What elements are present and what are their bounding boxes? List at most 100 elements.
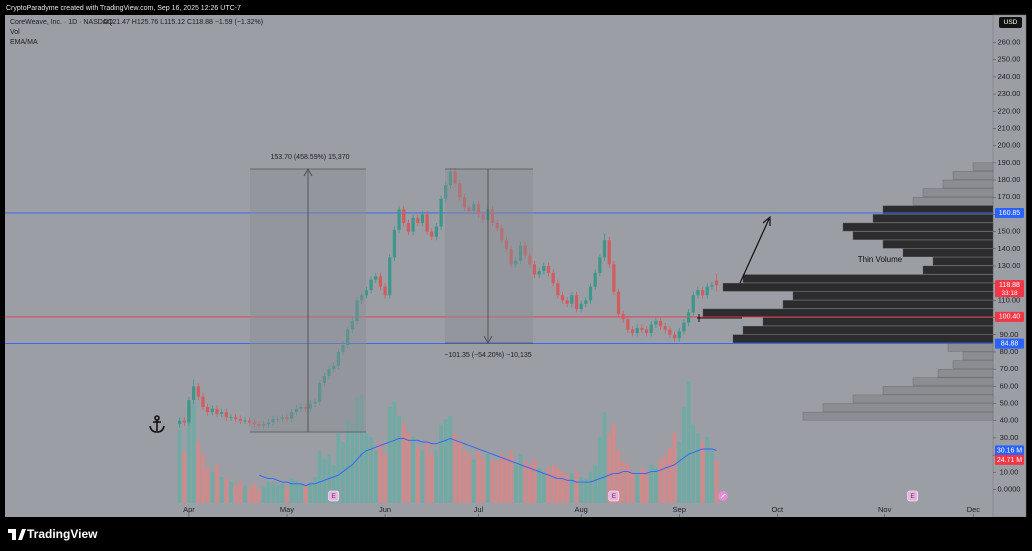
volume-bar: [597, 436, 602, 503]
x-tick-label: Dec: [967, 505, 981, 514]
footer: [0, 517, 1032, 551]
y-tick-label: 220.00: [998, 106, 1021, 115]
volume-badge: 30.16 M: [997, 447, 1022, 454]
level-badge-box: [995, 338, 1024, 349]
level-badge-box: [995, 311, 1024, 322]
candle-body: [416, 217, 420, 224]
volume-bar: [238, 482, 243, 503]
level-badge-box: [995, 207, 1024, 218]
volume-bar: [467, 454, 472, 503]
brand[interactable]: TradingView: [27, 527, 98, 541]
volume-bar: [457, 442, 462, 503]
candle-body: [346, 329, 350, 346]
candle-body: [518, 245, 523, 261]
x-tick-label: May: [280, 505, 294, 514]
x-tick-label: Jul: [474, 505, 484, 514]
volume-bar: [201, 454, 205, 503]
event-marker[interactable]: [907, 490, 918, 502]
volume-profile-bar: [947, 343, 994, 352]
volume-profile-bar: [932, 257, 994, 266]
candle-body: [332, 365, 336, 370]
volume-bar: [369, 436, 373, 503]
candle-body: [500, 228, 504, 241]
candle-body: [495, 223, 499, 229]
candle-body: [537, 271, 541, 275]
candle-body: [243, 420, 247, 422]
candle-body: [392, 229, 397, 258]
x-tick-label: Nov: [878, 505, 892, 514]
candle-body: [458, 183, 462, 198]
volume-bar: [574, 471, 579, 503]
event-marker[interactable]: [328, 490, 340, 502]
volume-bar: [490, 459, 495, 503]
currency-box[interactable]: [999, 17, 1022, 28]
y-tick-label: 60.00: [1000, 381, 1019, 390]
volume-bar: [383, 454, 387, 503]
volume-bar: [401, 424, 406, 503]
x-tick-label: Aug: [574, 505, 587, 514]
candle-body: [593, 272, 597, 287]
volume-bar: [495, 461, 500, 503]
indicator-label[interactable]: Vol: [10, 29, 20, 36]
volume-bar: [266, 482, 271, 503]
volume-bar: [686, 381, 691, 503]
candle-body: [579, 303, 583, 309]
measure-box: [445, 169, 533, 343]
logo-mark[interactable]: [8, 529, 26, 540]
event-label: E: [911, 493, 916, 500]
candle-body: [290, 412, 294, 420]
event-label: E: [332, 493, 337, 500]
volume-bar: [471, 459, 476, 503]
y-tick-label: 110.00: [998, 295, 1020, 304]
candle-body: [682, 322, 686, 332]
volume-bar: [215, 464, 219, 503]
volume-bar: [579, 476, 584, 503]
candle-body: [686, 312, 691, 323]
candle-body: [276, 419, 280, 420]
volume-bar: [681, 407, 686, 503]
candle-body: [322, 376, 326, 383]
candle-body: [229, 417, 233, 419]
credit: CryptoParadyme created with TradingView.…: [6, 5, 241, 12]
candle-body: [654, 321, 658, 325]
level-badge: 100.40: [999, 314, 1021, 321]
y-tick-label: 90.00: [1000, 330, 1019, 339]
candle-body: [257, 424, 261, 426]
volume-profile-bar: [792, 291, 994, 300]
y-tick-label: 190.00: [998, 158, 1021, 167]
candle-body: [570, 295, 574, 304]
candle-body: [705, 286, 709, 296]
candle-body: [313, 401, 317, 404]
candle-body: [710, 284, 714, 287]
currency[interactable]: USD: [1004, 19, 1018, 26]
candle-body: [663, 326, 667, 330]
y-tick-label: 30.00: [1000, 433, 1019, 442]
volume-profile-bar: [937, 368, 994, 378]
y-tick-label: 130.00: [998, 261, 1021, 270]
candle-body: [187, 400, 191, 423]
arrow-head: [303, 168, 313, 177]
volume-bar: [257, 489, 261, 503]
volume-profile-bar: [852, 394, 994, 404]
arrow-head: [762, 215, 771, 226]
projection-arrow: [739, 218, 770, 284]
candle-body: [565, 300, 569, 304]
brand-logo[interactable]: TradingView: [8, 527, 98, 541]
volume-bar: [289, 478, 294, 503]
candle-body: [178, 420, 182, 425]
candle-body: [691, 295, 695, 313]
volume-bar: [187, 407, 191, 503]
event-marker[interactable]: [608, 490, 620, 502]
candle-body: [383, 286, 387, 296]
volume-bar: [397, 415, 401, 503]
volume-profile-bar: [852, 231, 994, 240]
volume-bar: [420, 450, 425, 503]
event-glyph: [720, 493, 726, 499]
candle-body: [374, 276, 378, 280]
countdown: 33:18: [1001, 290, 1018, 297]
volume-bar: [285, 487, 289, 503]
volume-bar: [378, 442, 383, 503]
indicator-label[interactable]: EMA/MA: [10, 39, 38, 46]
candle-body: [621, 314, 625, 320]
